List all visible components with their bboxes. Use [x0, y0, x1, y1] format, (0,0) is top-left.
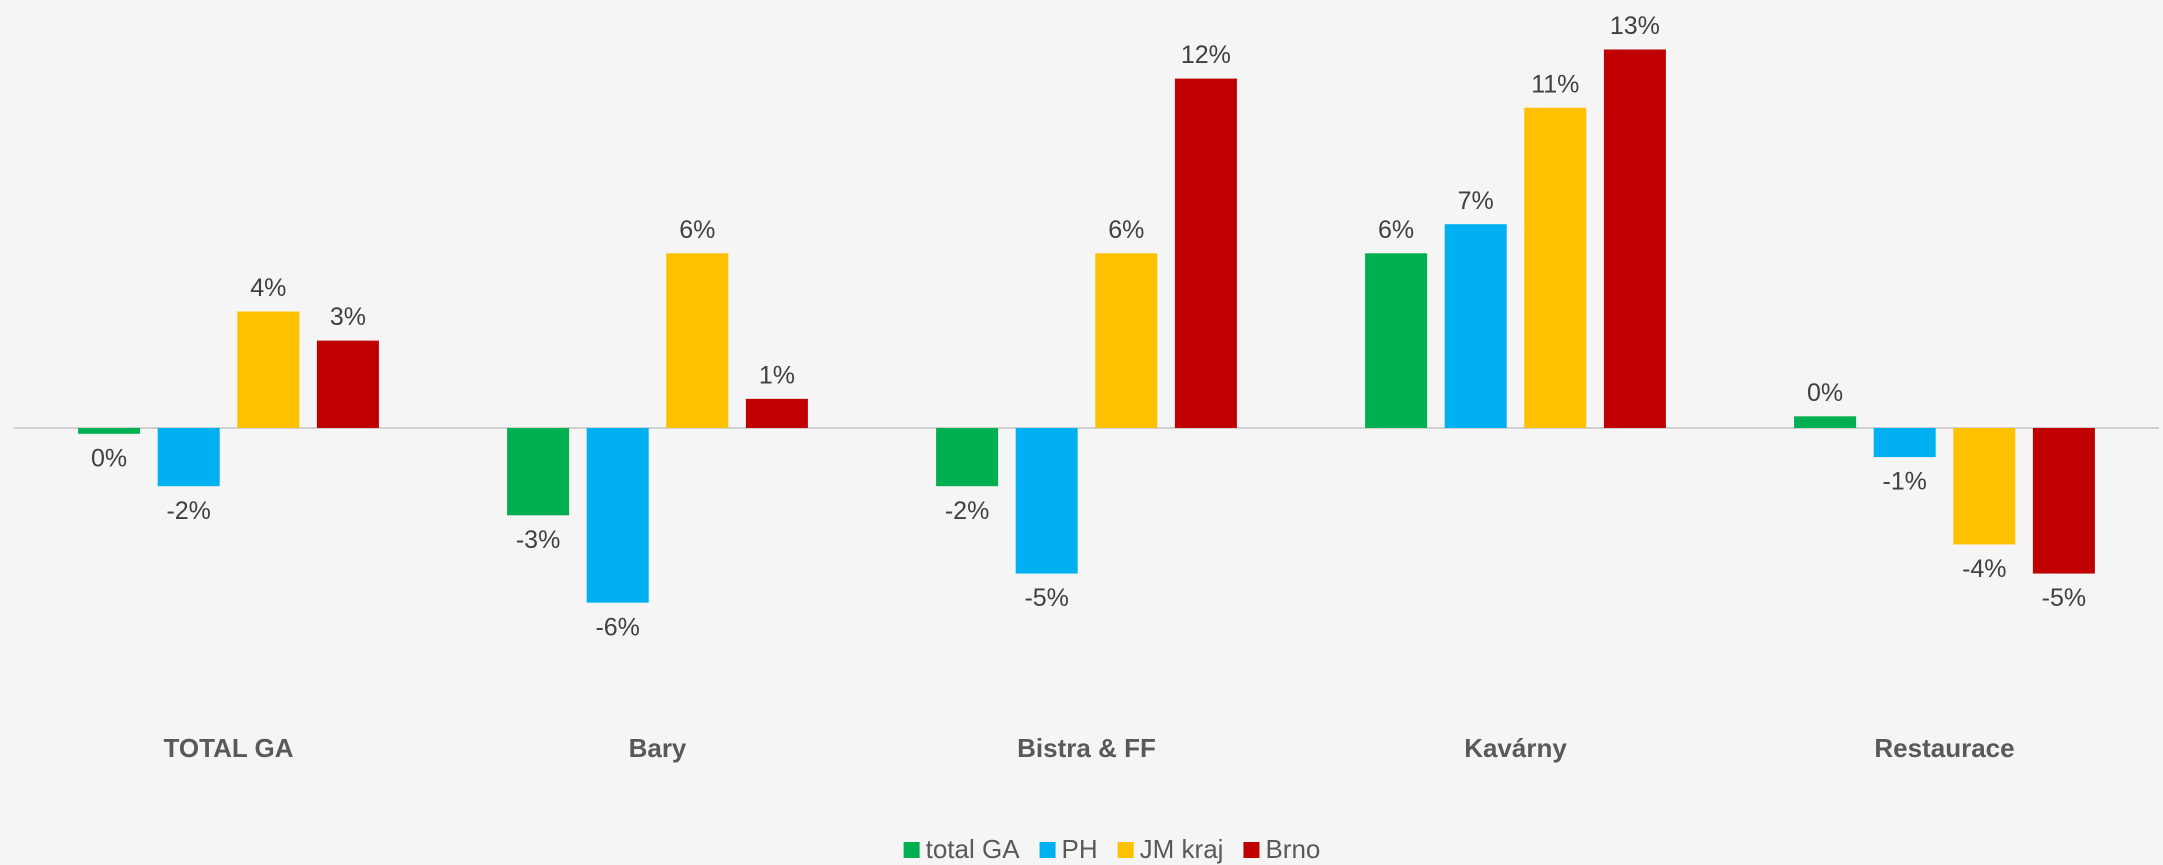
data-label: 3% — [330, 303, 366, 331]
x-tick-label: Bary — [629, 733, 687, 763]
bar — [1444, 224, 1507, 428]
data-label: 0% — [1807, 379, 1843, 407]
data-label: 6% — [1108, 216, 1144, 244]
bar — [1794, 416, 1857, 428]
data-label: -5% — [1024, 584, 1068, 612]
legend-label: JM kraj — [1140, 834, 1224, 864]
x-tick-label: Restaurace — [1874, 733, 2014, 763]
x-tick-label: Kavárny — [1464, 733, 1567, 763]
legend-label: Brno — [1265, 834, 1320, 864]
data-label: -2% — [166, 497, 210, 525]
bar — [237, 311, 300, 428]
data-label: 11% — [1531, 70, 1579, 98]
bar — [936, 427, 999, 487]
bar — [1095, 253, 1158, 428]
data-label: 1% — [759, 361, 795, 389]
bar — [316, 340, 379, 428]
bar — [745, 398, 808, 428]
data-label: 6% — [1378, 216, 1414, 244]
data-label: 13% — [1610, 12, 1660, 40]
x-tick-label: Bistra & FF — [1017, 733, 1156, 763]
data-label: -3% — [516, 526, 560, 554]
data-label: 0% — [91, 444, 127, 472]
legend-label: total GA — [926, 834, 1021, 864]
data-label: -5% — [2042, 584, 2086, 612]
data-label: 7% — [1458, 187, 1494, 215]
data-label: 12% — [1181, 41, 1231, 69]
legend-swatch — [903, 842, 920, 858]
legend-swatch — [1243, 842, 1260, 858]
bar — [1603, 49, 1666, 428]
bar — [1953, 427, 2016, 545]
bar — [1365, 253, 1428, 428]
bar — [1174, 78, 1237, 428]
bar — [1015, 427, 1078, 574]
bar — [1524, 107, 1587, 428]
bar — [586, 427, 649, 603]
bar — [157, 427, 220, 487]
data-label: -4% — [1962, 555, 2006, 583]
data-label: 4% — [250, 274, 286, 302]
bar — [666, 253, 729, 428]
data-label: -1% — [1882, 468, 1926, 496]
bar — [78, 427, 141, 434]
data-label: -6% — [595, 613, 639, 641]
legend-swatch — [1117, 842, 1134, 858]
data-label: 6% — [679, 216, 715, 244]
bar — [507, 427, 570, 516]
legend-label: PH — [1062, 834, 1098, 864]
bar — [2032, 427, 2095, 574]
legend-swatch — [1039, 842, 1056, 858]
data-label: -2% — [945, 497, 989, 525]
bar — [1873, 427, 1936, 458]
x-tick-label: TOTAL GA — [164, 733, 294, 763]
